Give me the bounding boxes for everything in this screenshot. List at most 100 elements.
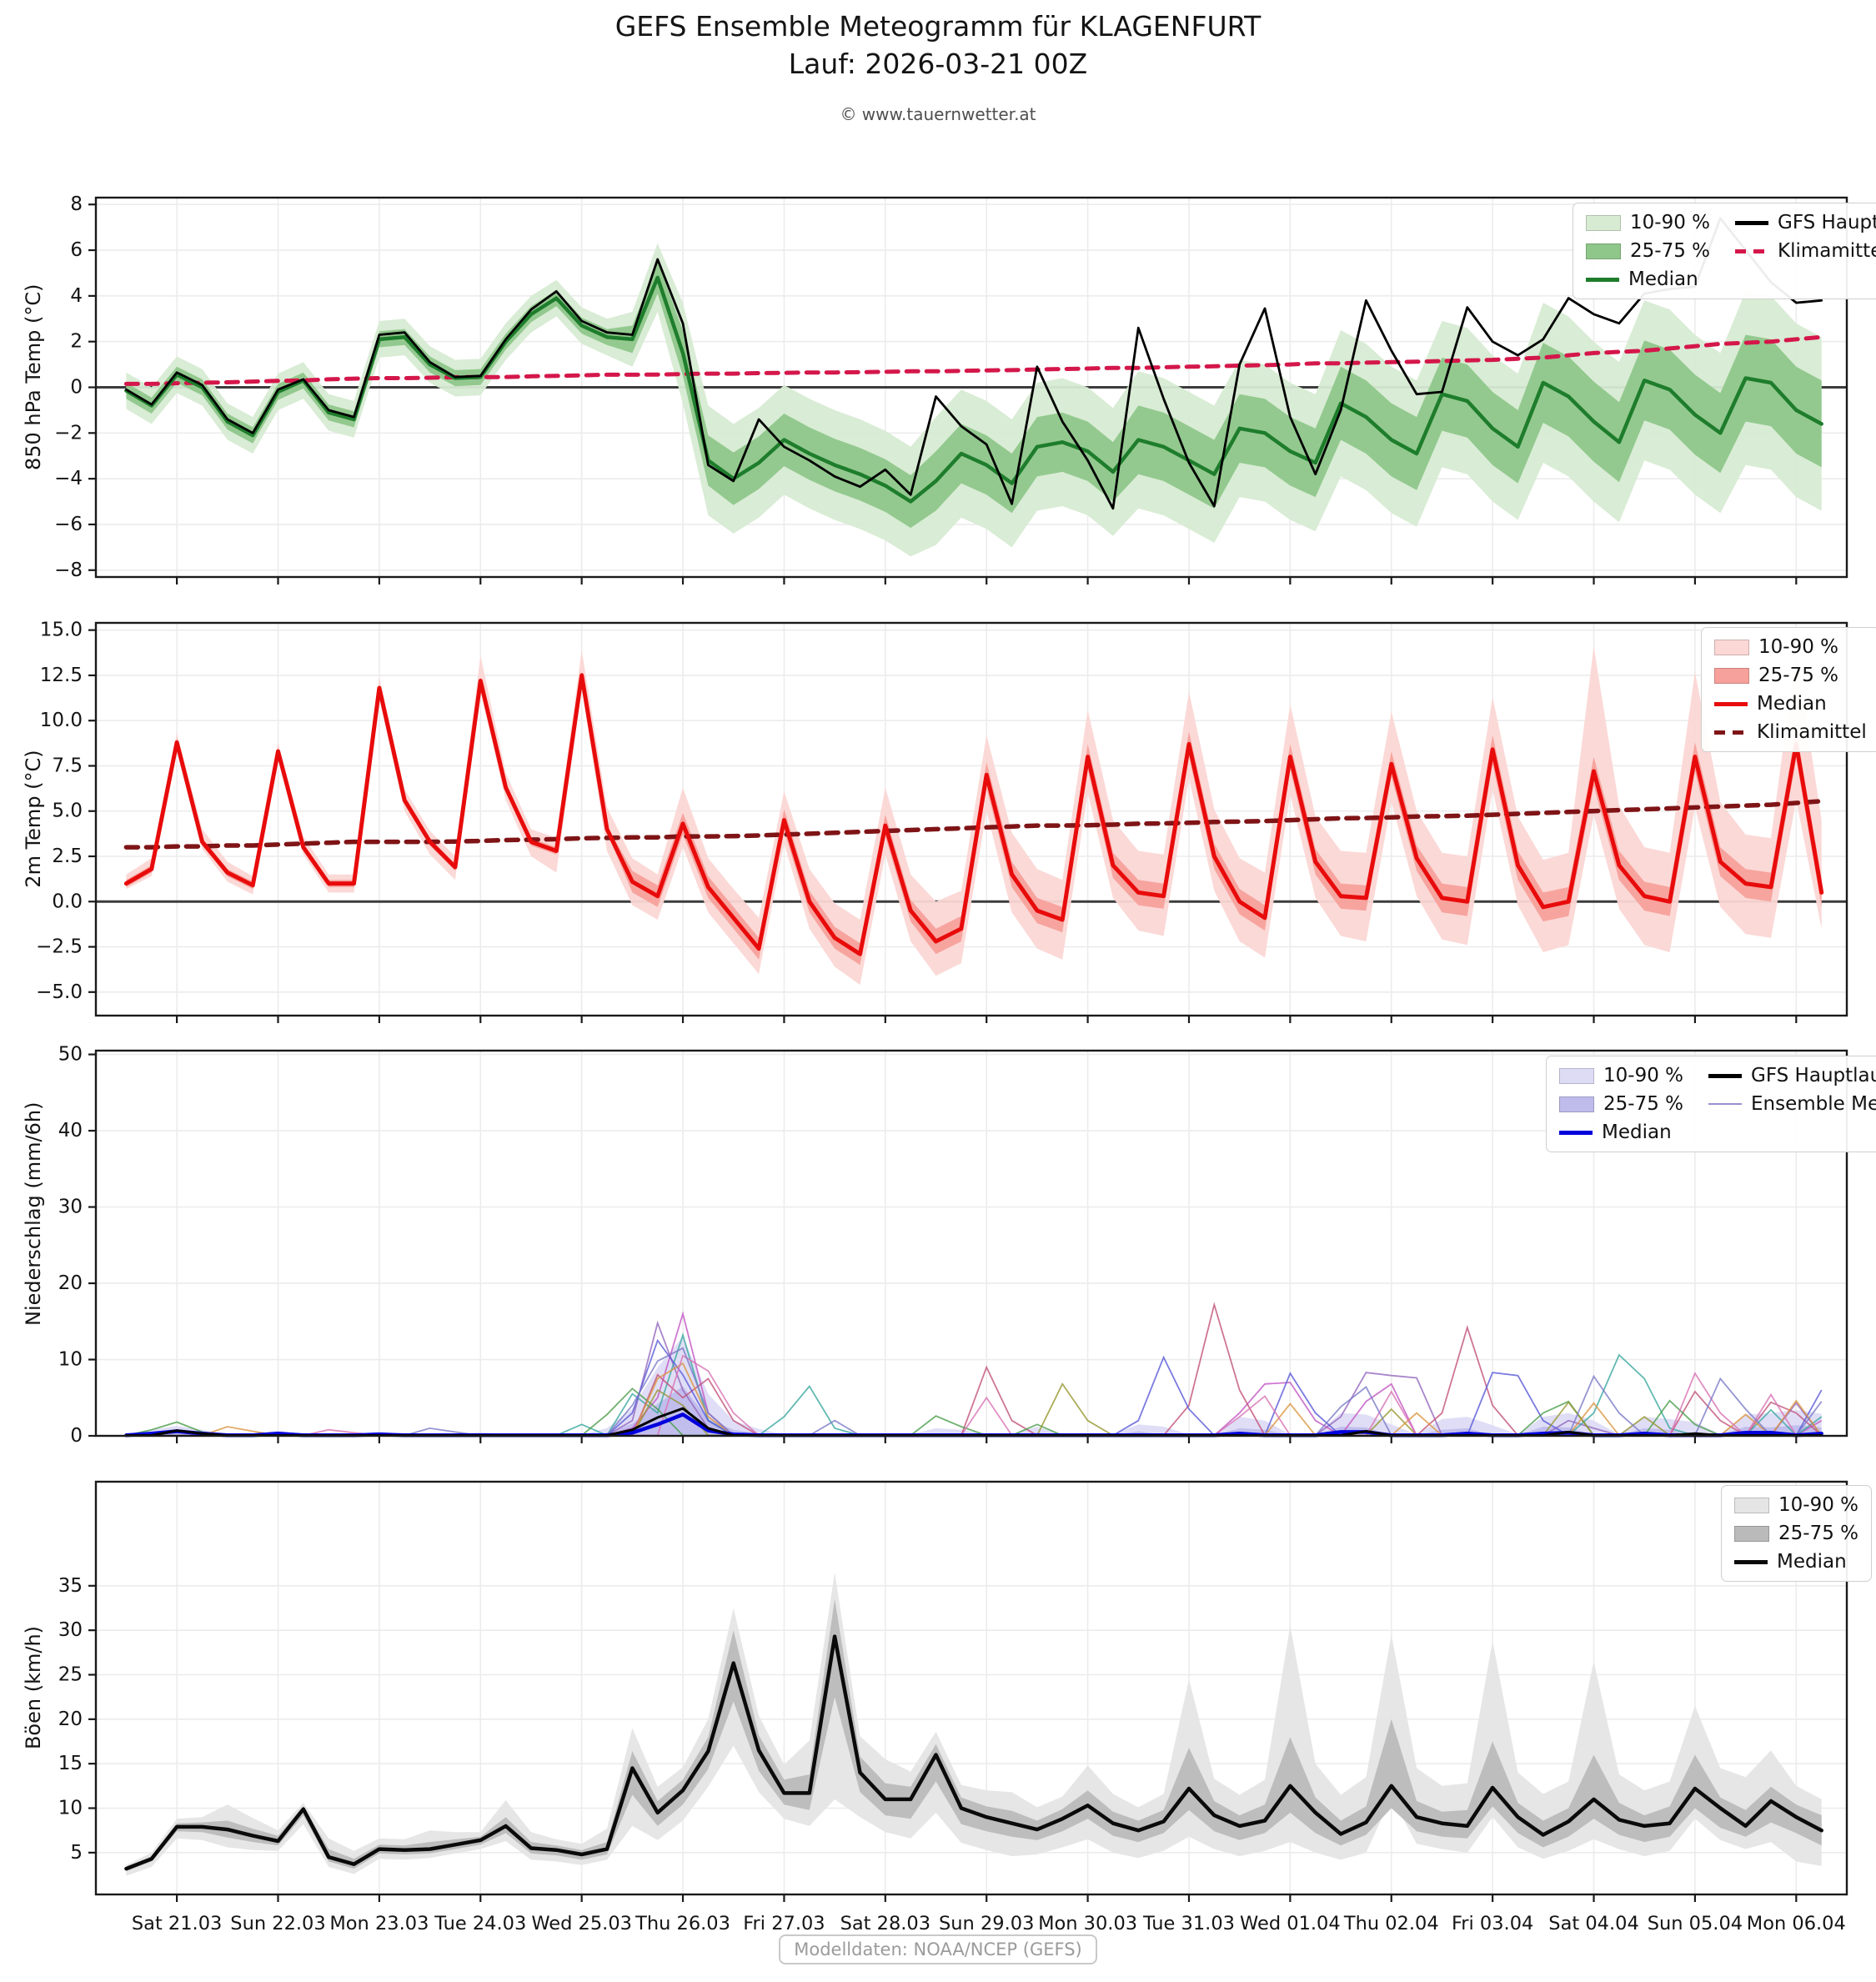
x-tick-label: Tue 24.03 (434, 1913, 526, 1934)
x-tick-label: Wed 25.03 (531, 1913, 632, 1934)
y-tick-label: 40 (58, 1120, 83, 1142)
legend-item: 10-90 % (1559, 1065, 1683, 1086)
percentile-band (126, 261, 1822, 529)
y-axis-label: 850 hPa Temp (°C) (22, 284, 45, 470)
y-tick-label: 6 (70, 239, 83, 261)
legend-label: 25-75 % (1630, 240, 1710, 262)
median-line (123, 673, 1824, 956)
legend-swatch-icon (1734, 1497, 1769, 1513)
y-tick-label: 15.0 (40, 620, 83, 641)
legend-label: 25-75 % (1778, 1523, 1858, 1544)
legend-label: Median (1628, 268, 1698, 290)
x-tick-label: Fri 27.03 (743, 1913, 825, 1934)
x-tick-label: Mon 23.03 (329, 1913, 429, 1934)
x-tick-label: Thu 26.03 (635, 1913, 730, 1934)
y-tick-label: 0 (70, 1425, 83, 1447)
legend-label: 10-90 % (1758, 636, 1838, 658)
legend-label: Klimamittel (1757, 721, 1867, 743)
y-tick-label: 5.0 (52, 800, 83, 822)
y-tick-label: 2 (70, 331, 83, 353)
legend: 10-90 % 25-75 % Median GFS Hauptlauf Ensembl… (1546, 1056, 1876, 1152)
legend-item: GFS Hauptlauf (1735, 212, 1876, 233)
legend-label: GFS Hauptlauf (1778, 212, 1876, 233)
x-tick-label: Sun 22.03 (230, 1913, 325, 1934)
legend-label: Median (1777, 1551, 1847, 1573)
legend-label: 25-75 % (1603, 1093, 1683, 1115)
y-tick-label: 25 (58, 1663, 83, 1685)
credit-text: © www.tauernwetter.at (840, 104, 1036, 124)
y-tick-label: 10 (58, 1798, 83, 1819)
legend-swatch-icon (1734, 1559, 1768, 1564)
legend-swatch-icon (1559, 1096, 1594, 1112)
y-tick-label: 0.0 (52, 891, 83, 912)
klimamittel-line (123, 334, 1824, 386)
y-tick-label: 12.5 (40, 665, 83, 686)
legend-label: 10-90 % (1603, 1065, 1683, 1086)
legend-item: Klimamittel (1714, 721, 1867, 743)
legend-swatch-icon (1586, 243, 1621, 259)
x-tick-label: Wed 01.04 (1240, 1913, 1341, 1934)
percentile-band (126, 1598, 1822, 1872)
legend-swatch-icon (1735, 248, 1768, 253)
legend-item: 25-75 % (1734, 1523, 1858, 1544)
legend-label: 10-90 % (1778, 1494, 1858, 1516)
legend-swatch-icon (1708, 1102, 1742, 1106)
legend: 10-90 % 25-75 % Median (1721, 1485, 1872, 1582)
plot-frame (94, 621, 1848, 1017)
y-tick-label: 10.0 (40, 710, 83, 731)
y-tick-label: 4 (70, 285, 83, 307)
x-tick-label: Fri 03.04 (1452, 1913, 1533, 1934)
x-tick-label: Sat 04.04 (1548, 1913, 1638, 1934)
plot-frame (94, 1049, 1848, 1438)
legend-item: 10-90 % (1734, 1494, 1858, 1516)
legend-swatch-icon (1714, 701, 1748, 706)
y-tick-label: 7.5 (52, 755, 83, 776)
x-tick-label: Tue 31.03 (1142, 1913, 1235, 1934)
klimamittel-line (123, 799, 1824, 850)
legend-item: Median (1714, 693, 1867, 715)
y-tick-label: 30 (58, 1619, 83, 1641)
x-tick-label: Mon 06.04 (1747, 1913, 1846, 1934)
x-tick-label: Sat 21.03 (132, 1913, 222, 1934)
legend-label: 25-75 % (1758, 665, 1838, 686)
median-line (124, 1634, 1823, 1871)
legend-item: Median (1559, 1121, 1683, 1143)
legend-item: Median (1734, 1551, 1858, 1573)
legend-swatch-icon (1708, 1073, 1742, 1078)
legend-item: 10-90 % (1714, 636, 1867, 658)
x-tick-label: Thu 02.04 (1343, 1913, 1439, 1934)
legend-item: Ensemble Member (1708, 1093, 1876, 1115)
panel-2m-temp-chart: 15.0 12.5 10.0 7.5 5.0 2.5 0.0 −2.5 −5.0 (36, 620, 1848, 1023)
y-tick-label: 2.5 (52, 845, 83, 867)
y-tick-label: 50 (58, 1044, 83, 1066)
legend-swatch-icon (1586, 277, 1619, 282)
plot-frame (94, 1480, 1848, 1896)
y-tick-label: 20 (58, 1272, 83, 1294)
median-line (124, 275, 1823, 504)
y-tick-label: 15 (58, 1753, 83, 1774)
y-tick-label: 20 (58, 1709, 83, 1730)
legend-swatch-icon (1714, 667, 1749, 684)
percentile-band (126, 646, 1822, 986)
legend-label: Median (1602, 1121, 1672, 1143)
gfs-hauptlauf-line (124, 217, 1823, 510)
page-title: GEFS Ensemble Meteogramm für KLAGENFURT (614, 10, 1262, 43)
x-tick-label: Sun 29.03 (939, 1913, 1034, 1934)
y-tick-label: 10 (58, 1349, 83, 1371)
percentile-band (126, 1386, 1822, 1436)
y-tick-label: −4 (54, 468, 83, 489)
y-tick-label: 35 (58, 1575, 83, 1597)
y-axis-label: Niederschlag (mm/6h) (22, 1101, 45, 1326)
legend-label: Ensemble Member (1751, 1093, 1876, 1115)
legend-label: GFS Hauptlauf (1751, 1065, 1876, 1086)
legend-swatch-icon (1586, 214, 1621, 231)
legend-label: 10-90 % (1630, 212, 1710, 233)
y-tick-label: 5 (70, 1842, 83, 1864)
legend-label: Median (1757, 693, 1827, 715)
legend-item: Median (1586, 268, 1710, 290)
legend-item: 10-90 % (1586, 212, 1710, 233)
footer: Modelldaten: NOAA/NCEP (GEFS) (0, 1934, 1876, 1964)
x-tick-label: Mon 30.03 (1038, 1913, 1137, 1934)
y-tick-label: 0 (70, 377, 83, 399)
